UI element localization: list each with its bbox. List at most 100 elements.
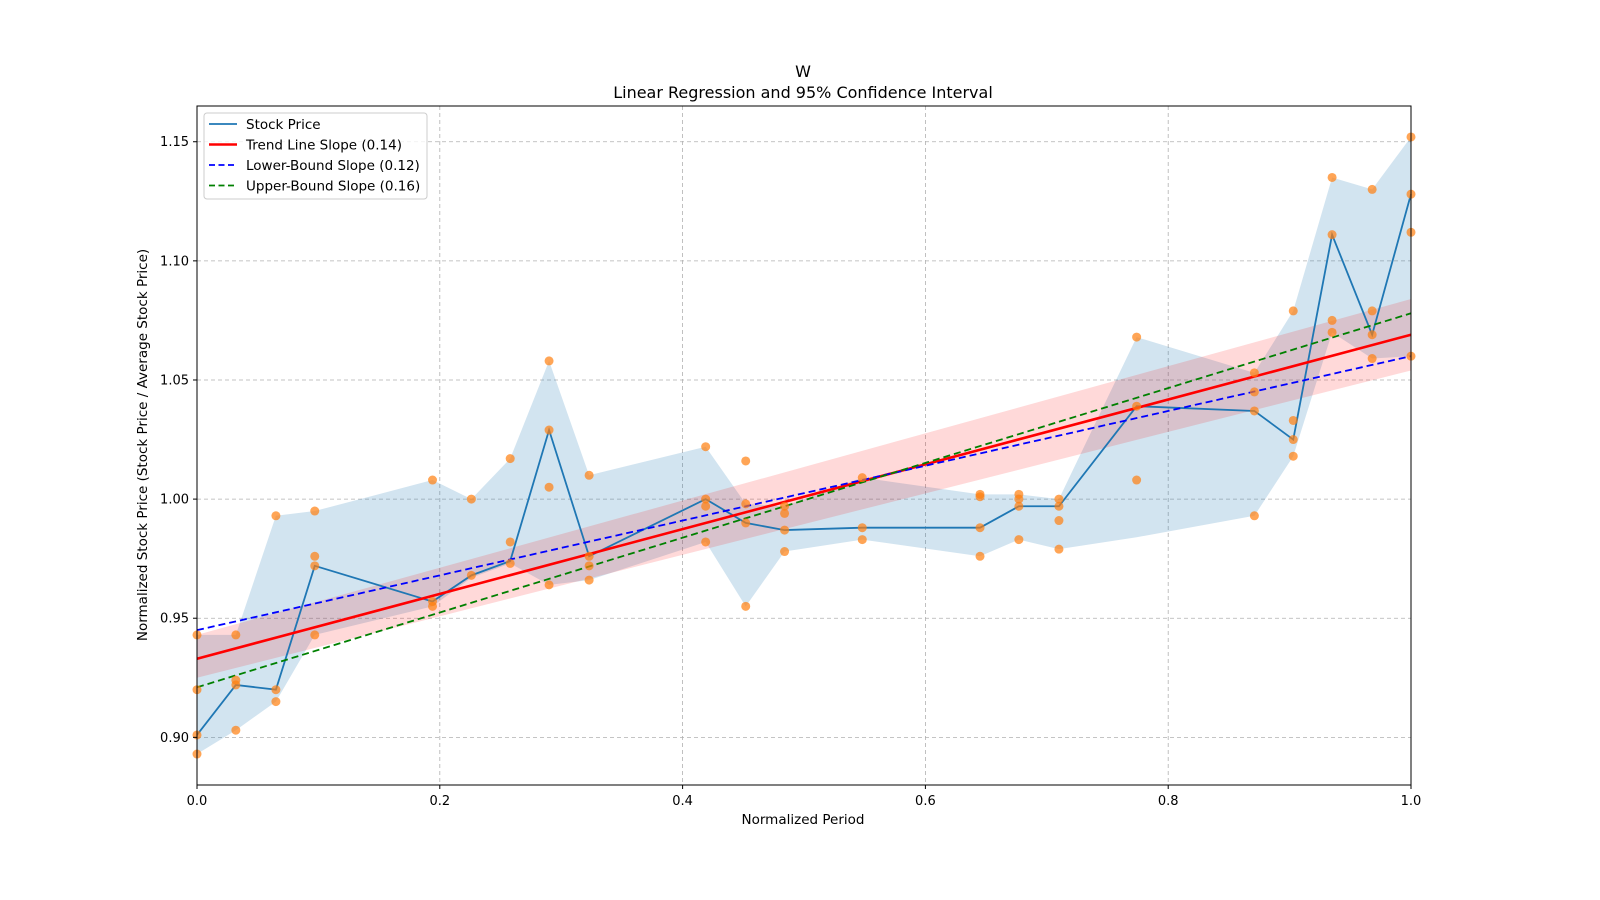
scatter-point (271, 697, 281, 707)
scatter-point (544, 356, 554, 366)
scatter-point (1367, 330, 1377, 340)
scatter-point (780, 508, 790, 518)
chart-title: W (795, 62, 811, 81)
scatter-point (231, 680, 241, 690)
scatter-point (1288, 415, 1298, 425)
scatter-point (1288, 435, 1298, 445)
scatter-point (780, 547, 790, 557)
scatter-point (231, 630, 241, 640)
scatter-point (584, 575, 594, 585)
x-tick-label: 0.6 (915, 794, 936, 809)
scatter-point (741, 601, 751, 611)
scatter-point (584, 561, 594, 571)
scatter-points (192, 132, 1416, 759)
legend-label: Upper-Bound Slope (0.16) (246, 179, 420, 195)
scatter-point (544, 425, 554, 435)
scatter-point (505, 454, 515, 464)
scatter-point (975, 551, 985, 561)
y-tick-label: 1.00 (160, 493, 189, 508)
scatter-point (857, 535, 867, 545)
scatter-point (1288, 451, 1298, 461)
scatter-point (1054, 494, 1064, 504)
x-axis-label: Normalized Period (742, 812, 865, 828)
y-tick-label: 1.05 (160, 373, 189, 388)
y-tick-label: 0.90 (160, 731, 189, 746)
scatter-point (310, 551, 320, 561)
scatter-point (1327, 327, 1337, 337)
scatter-point (1132, 401, 1142, 411)
scatter-point (1054, 516, 1064, 526)
scatter-point (1249, 368, 1259, 378)
scatter-point (428, 475, 438, 485)
scatter-point (310, 561, 320, 571)
scatter-point (1327, 230, 1337, 240)
legend: Stock Price Trend Line Slope (0.14) Lower-… (203, 112, 428, 200)
scatter-point (1367, 306, 1377, 316)
scatter-point (975, 492, 985, 502)
plot-frame (196, 105, 1412, 786)
scatter-point (1014, 501, 1024, 511)
grid (196, 106, 1412, 785)
scatter-point (857, 523, 867, 533)
scatter-point (701, 494, 711, 504)
scatter-point (466, 494, 476, 504)
scatter-point (857, 473, 867, 483)
x-ticks: 0.0 0.2 0.4 0.6 0.8 1.0 (187, 785, 1422, 809)
chart-subtitle: Linear Regression and 95% Confidence Int… (613, 83, 993, 102)
scatter-point (310, 506, 320, 516)
scatter-point (1327, 172, 1337, 182)
scatter-point (780, 501, 790, 511)
scatter-point (1288, 306, 1298, 316)
x-tick-label: 1.0 (1401, 794, 1422, 809)
legend-label: Trend Line Slope (0.14) (245, 138, 402, 154)
scatter-point (741, 456, 751, 466)
scatter-point (1249, 406, 1259, 416)
y-tick-label: 0.95 (160, 612, 189, 627)
y-ticks: 0.90 0.95 1.00 1.05 1.10 1.15 (160, 135, 197, 746)
scatter-point (505, 558, 515, 568)
scatter-point (741, 499, 751, 509)
lower-bound-line (196, 355, 1412, 632)
scatter-point (310, 630, 320, 640)
scatter-point (1014, 535, 1024, 545)
lines (196, 193, 1412, 736)
scatter-point (701, 442, 711, 452)
scatter-point (584, 551, 594, 561)
legend-label: Stock Price (246, 117, 321, 133)
scatter-point (1367, 354, 1377, 364)
scatter-point (1054, 501, 1064, 511)
x-tick-label: 0.4 (672, 794, 693, 809)
scatter-point (1132, 332, 1142, 342)
upper-bound-line (196, 312, 1412, 689)
legend-label: Lower-Bound Slope (0.12) (246, 158, 420, 174)
x-tick-label: 0.2 (429, 794, 450, 809)
price-range-band (197, 136, 1411, 755)
scatter-point (544, 482, 554, 492)
x-tick-label: 0.8 (1158, 794, 1179, 809)
scatter-point (780, 525, 790, 535)
scatter-point (741, 518, 751, 528)
scatter-point (584, 470, 594, 480)
y-axis-label: Normalized Stock Price (Stock Price / Av… (135, 249, 151, 641)
scatter-point (1249, 511, 1259, 521)
scatter-point (231, 725, 241, 735)
y-tick-label: 1.15 (160, 135, 189, 150)
scatter-point (1327, 315, 1337, 325)
x-tick-label: 0.0 (187, 794, 208, 809)
scatter-point (1249, 387, 1259, 397)
trend-line (196, 333, 1412, 660)
scatter-point (1014, 494, 1024, 504)
scatter-point (466, 570, 476, 580)
scatter-point (428, 601, 438, 611)
scatter-point (271, 685, 281, 695)
scatter-point (544, 580, 554, 590)
scatter-point (975, 523, 985, 533)
scatter-point (701, 501, 711, 511)
scatter-point (1054, 544, 1064, 554)
scatter-point (701, 537, 711, 547)
y-tick-label: 1.10 (160, 254, 189, 269)
trend-confidence-band (197, 298, 1411, 678)
stock-price-line (196, 193, 1412, 736)
scatter-point (505, 537, 515, 547)
